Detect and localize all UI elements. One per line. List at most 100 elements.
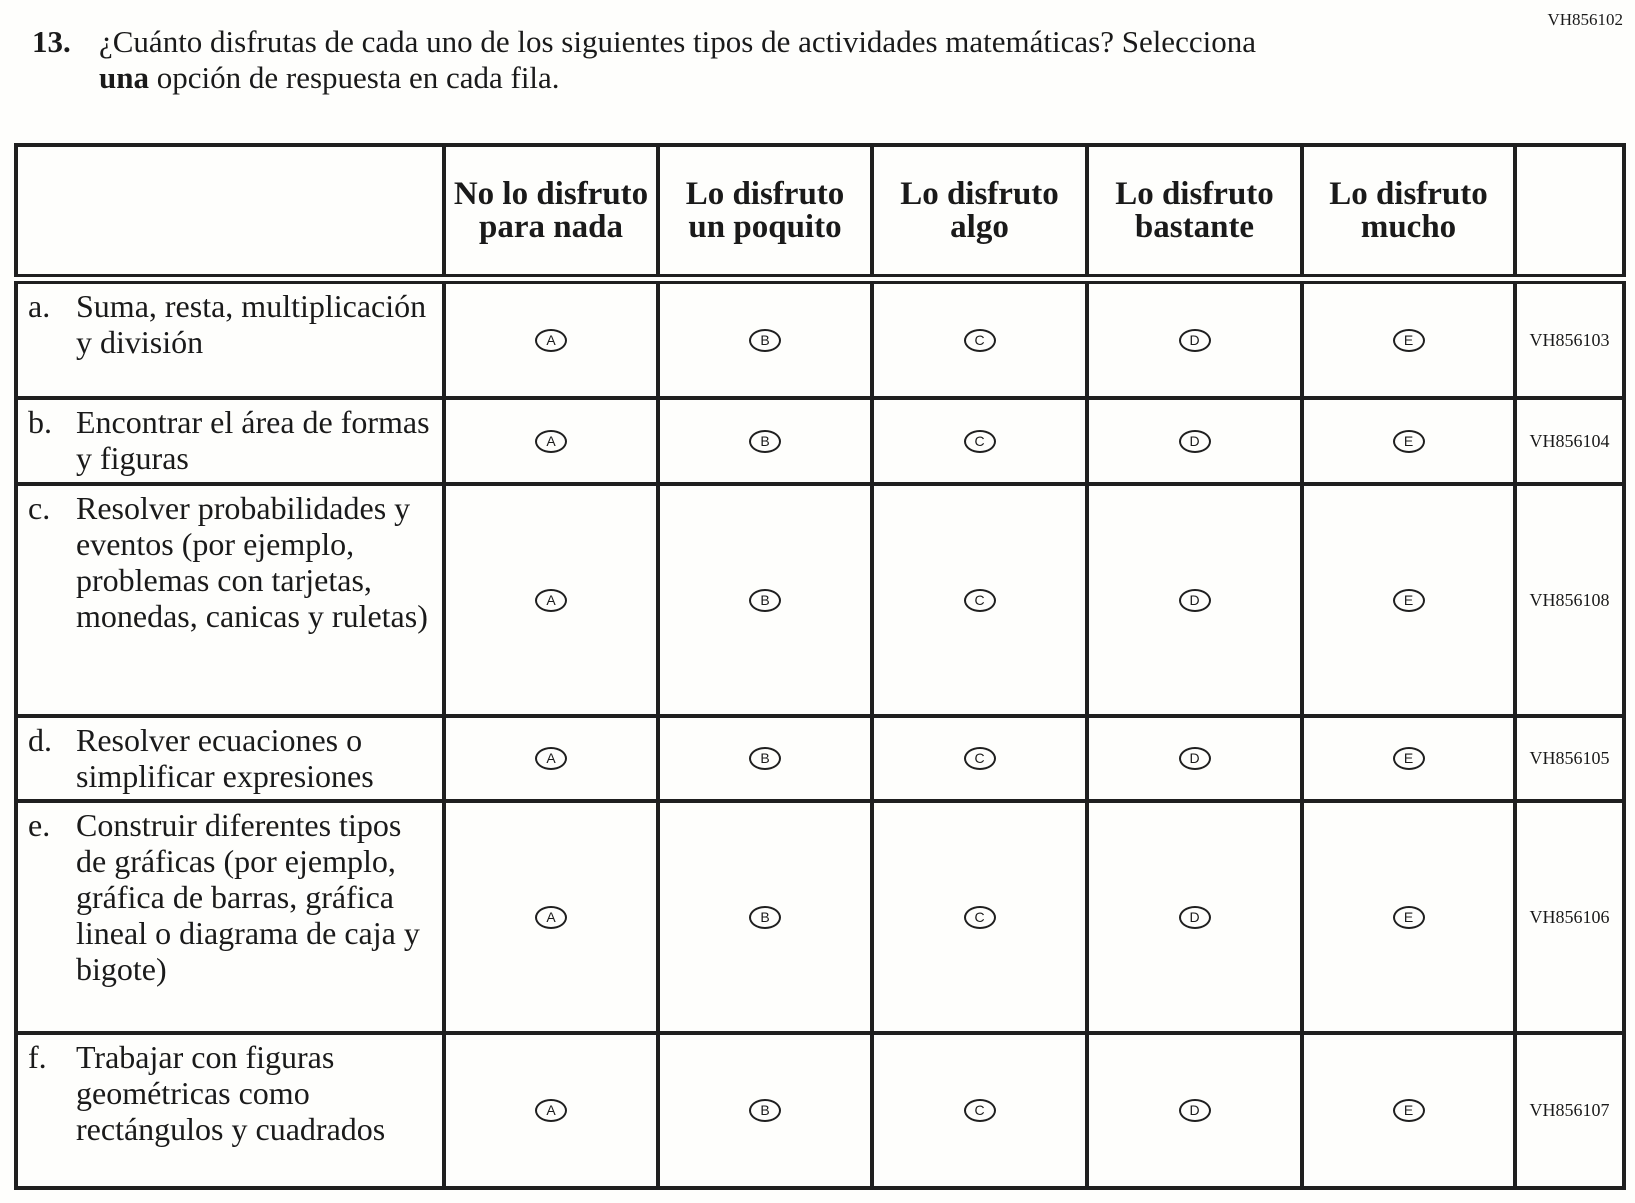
row-text: Suma, resta, multiplicación y división: [76, 288, 427, 360]
option-cell: B: [656, 277, 874, 400]
row-text: Encontrar el área de formas y figuras: [76, 404, 430, 476]
option-cell: C: [870, 396, 1089, 486]
option-cell: D: [1085, 482, 1304, 718]
option-cell: E: [1300, 799, 1517, 1035]
row-letter: a.: [28, 288, 51, 324]
row-text: Resolver probabilidades y eventos (por e…: [76, 490, 428, 634]
row-code: VH856104: [1513, 396, 1626, 486]
option-cell: B: [656, 799, 874, 1035]
option-cell: C: [870, 714, 1089, 803]
option-bubble-d[interactable]: D: [1178, 429, 1211, 453]
option-bubble-a[interactable]: A: [535, 588, 567, 612]
response-table: No lo disfruto para nada Lo disfruto un …: [14, 143, 1626, 1190]
question-number: 13.: [32, 24, 71, 59]
option-bubble-e[interactable]: E: [1392, 905, 1425, 929]
option-bubble-c[interactable]: C: [963, 1099, 996, 1122]
header-col-c: Lo disfruto algo: [870, 143, 1089, 284]
row-text: Construir diferentes tipos de gráficas (…: [76, 807, 420, 987]
option-cell: A: [442, 799, 660, 1035]
option-cell: D: [1085, 1031, 1304, 1190]
row-letter: e.: [28, 807, 51, 843]
option-cell: D: [1085, 277, 1304, 400]
option-bubble-c[interactable]: C: [963, 747, 996, 770]
option-cell: B: [656, 396, 874, 486]
option-bubble-b[interactable]: B: [749, 1099, 781, 1122]
option-bubble-a[interactable]: A: [535, 1099, 567, 1122]
option-cell: B: [656, 714, 874, 803]
option-cell: A: [442, 396, 660, 486]
row-letter: c.: [28, 490, 51, 526]
option-bubble-a[interactable]: A: [535, 747, 567, 770]
row-label: a. Suma, resta, multiplicación y división: [14, 277, 446, 400]
option-bubble-e[interactable]: E: [1392, 429, 1425, 453]
row-letter: b.: [28, 404, 52, 440]
option-bubble-a[interactable]: A: [535, 905, 567, 929]
header-blank: [14, 143, 446, 284]
row-text: Resolver ecuaciones o simplificar expres…: [76, 722, 374, 794]
table-row: a. Suma, resta, multiplicación y división…: [14, 277, 1626, 400]
option-cell: C: [870, 1031, 1089, 1190]
option-cell: C: [870, 799, 1089, 1035]
option-cell: E: [1300, 396, 1517, 486]
table-row: e. Construir diferentes tipos de gráficas…: [14, 799, 1626, 1035]
option-bubble-b[interactable]: B: [749, 747, 781, 770]
option-cell: C: [870, 482, 1089, 718]
row-text: Trabajar con figuras geométricas como re…: [76, 1039, 386, 1147]
row-label: c. Resolver probabilidades y eventos (por…: [14, 482, 446, 718]
table-row: d. Resolver ecuaciones o simplificar expr…: [14, 714, 1626, 803]
option-cell: E: [1300, 482, 1517, 718]
option-bubble-e[interactable]: E: [1392, 328, 1425, 352]
question-text: ¿Cuánto disfrutas de cada uno de los sig…: [99, 24, 1299, 96]
option-cell: C: [870, 277, 1089, 400]
option-cell: A: [442, 277, 660, 400]
row-letter: f.: [28, 1039, 47, 1075]
option-bubble-a[interactable]: A: [535, 328, 567, 352]
option-bubble-d[interactable]: D: [1178, 588, 1211, 612]
row-code: VH856105: [1513, 714, 1626, 803]
header-col-d: Lo disfruto bastante: [1085, 143, 1304, 284]
option-bubble-b[interactable]: B: [749, 588, 781, 612]
option-bubble-e[interactable]: E: [1392, 1099, 1425, 1122]
option-bubble-c[interactable]: C: [963, 588, 996, 612]
row-label: b. Encontrar el área de formas y figuras: [14, 396, 446, 486]
option-cell: E: [1300, 714, 1517, 803]
option-bubble-c[interactable]: C: [963, 429, 996, 453]
row-label: f. Trabajar con figuras geométricas como …: [14, 1031, 446, 1190]
header-col-b: Lo disfruto un poquito: [656, 143, 874, 284]
table-row: c. Resolver probabilidades y eventos (por…: [14, 482, 1626, 718]
option-bubble-b[interactable]: B: [749, 905, 781, 929]
row-code: VH856103: [1513, 277, 1626, 400]
option-bubble-d[interactable]: D: [1178, 905, 1211, 929]
option-bubble-c[interactable]: C: [963, 328, 996, 352]
table-row: f. Trabajar con figuras geométricas como …: [14, 1031, 1626, 1190]
question-text-before: ¿Cuánto disfrutas de cada uno de los sig…: [99, 24, 1256, 59]
header-col-a: No lo disfruto para nada: [442, 143, 660, 284]
option-bubble-d[interactable]: D: [1178, 328, 1211, 352]
option-bubble-e[interactable]: E: [1392, 588, 1425, 612]
question-text-after: opción de respuesta en cada fila.: [148, 60, 560, 95]
header-col-e: Lo disfruto mucho: [1300, 143, 1517, 284]
option-cell: A: [442, 482, 660, 718]
question-text-bold: una: [99, 60, 149, 95]
option-bubble-b[interactable]: B: [749, 328, 781, 352]
option-cell: D: [1085, 799, 1304, 1035]
option-bubble-c[interactable]: C: [963, 905, 996, 929]
option-bubble-a[interactable]: A: [535, 429, 567, 453]
row-code: VH856108: [1513, 482, 1626, 718]
row-label: e. Construir diferentes tipos de gráficas…: [14, 799, 446, 1035]
option-cell: A: [442, 714, 660, 803]
option-bubble-b[interactable]: B: [749, 429, 781, 453]
option-cell: E: [1300, 1031, 1517, 1190]
option-bubble-e[interactable]: E: [1392, 747, 1425, 770]
row-letter: d.: [28, 722, 52, 758]
table-row: b. Encontrar el área de formas y figuras A…: [14, 396, 1626, 486]
header-row: No lo disfruto para nada Lo disfruto un …: [14, 143, 1626, 284]
row-label: d. Resolver ecuaciones o simplificar expr…: [14, 714, 446, 803]
option-bubble-d[interactable]: D: [1178, 747, 1211, 770]
option-cell: A: [442, 1031, 660, 1190]
header-code-blank: [1513, 143, 1626, 284]
option-cell: D: [1085, 396, 1304, 486]
page-code: VH856102: [1547, 10, 1623, 29]
option-cell: D: [1085, 714, 1304, 803]
option-bubble-d[interactable]: D: [1178, 1099, 1211, 1122]
